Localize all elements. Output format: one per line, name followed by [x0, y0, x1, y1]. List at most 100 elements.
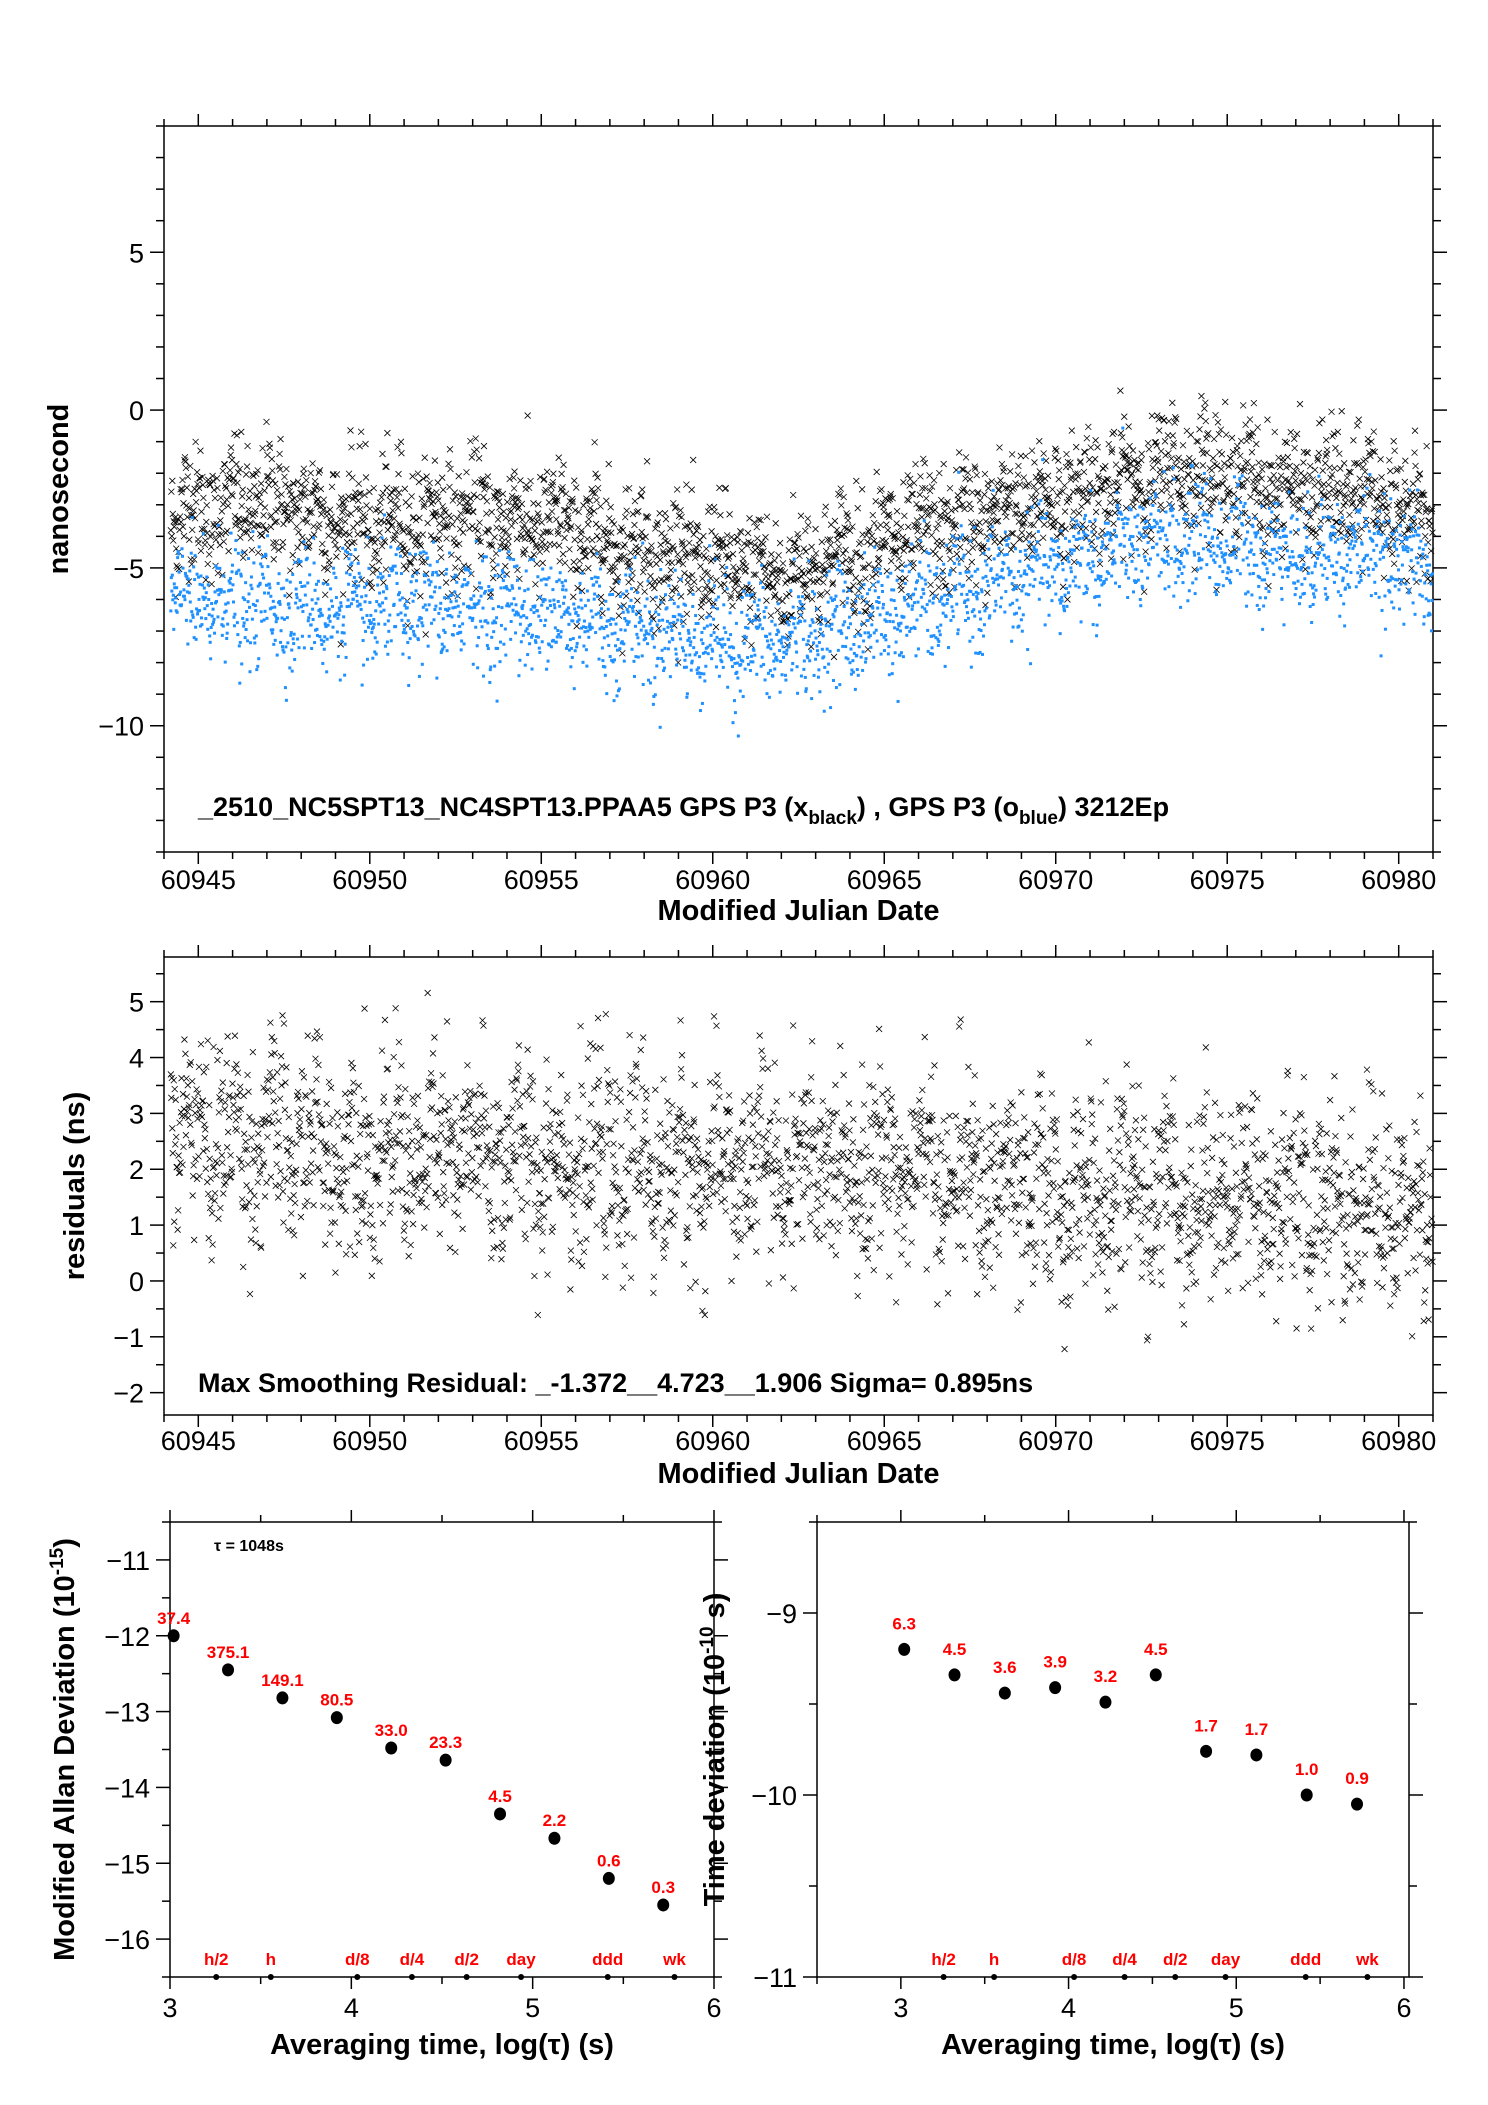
point	[1050, 575, 1054, 579]
point	[1072, 548, 1076, 552]
point	[935, 520, 942, 528]
point	[1169, 432, 1177, 439]
point	[879, 572, 883, 576]
point	[867, 588, 871, 592]
point	[532, 541, 540, 548]
point	[665, 548, 673, 555]
point	[1214, 582, 1218, 586]
point	[558, 571, 562, 575]
point	[294, 601, 298, 605]
point	[946, 484, 954, 492]
point	[477, 538, 484, 546]
point	[1148, 557, 1152, 561]
point	[1248, 572, 1252, 576]
point	[1164, 559, 1168, 563]
point	[843, 525, 851, 532]
point	[1040, 516, 1044, 520]
point	[462, 602, 466, 606]
point	[548, 489, 555, 497]
point	[329, 587, 333, 591]
point	[871, 583, 875, 587]
point	[233, 431, 241, 439]
point	[941, 611, 945, 615]
point	[1239, 500, 1243, 504]
point	[289, 633, 293, 637]
point	[1023, 548, 1027, 552]
point	[304, 545, 308, 549]
point	[667, 584, 671, 588]
point	[763, 513, 771, 521]
point	[960, 592, 964, 596]
point	[861, 607, 868, 615]
point	[1036, 468, 1044, 475]
point	[1070, 508, 1078, 515]
point	[190, 610, 194, 614]
point	[863, 631, 867, 635]
point	[195, 539, 202, 547]
point	[451, 539, 458, 546]
point	[486, 647, 490, 651]
point	[928, 569, 932, 573]
point	[366, 488, 373, 496]
point	[1139, 604, 1143, 608]
point	[691, 592, 695, 596]
point	[671, 504, 679, 512]
point	[370, 555, 378, 562]
point	[563, 595, 567, 599]
point	[446, 483, 453, 491]
point	[881, 543, 889, 551]
point	[368, 600, 372, 604]
point	[392, 500, 399, 508]
point	[870, 623, 874, 627]
point	[565, 504, 573, 511]
point	[381, 590, 385, 594]
point	[903, 582, 907, 586]
point	[819, 622, 823, 626]
point	[742, 641, 746, 645]
point	[413, 567, 421, 575]
point	[438, 569, 446, 577]
point	[744, 529, 752, 537]
point	[1042, 486, 1049, 494]
point	[583, 495, 590, 502]
point	[227, 451, 234, 459]
point	[873, 468, 880, 476]
point	[875, 639, 879, 643]
point	[339, 591, 347, 598]
point	[1325, 489, 1333, 496]
point	[924, 524, 932, 531]
point	[893, 520, 900, 527]
point	[788, 634, 792, 638]
point	[1315, 478, 1322, 486]
point	[300, 465, 308, 473]
point	[837, 563, 841, 567]
point	[257, 500, 264, 508]
point	[1245, 556, 1249, 560]
point	[339, 604, 343, 608]
point	[569, 646, 573, 650]
point	[381, 538, 389, 546]
point	[220, 538, 228, 545]
point	[987, 547, 991, 551]
point	[472, 435, 479, 442]
point	[947, 538, 955, 545]
point	[894, 564, 901, 572]
point	[870, 519, 878, 527]
point	[658, 725, 662, 729]
point	[955, 557, 959, 561]
point	[1098, 578, 1102, 582]
point	[434, 493, 441, 501]
point	[485, 633, 489, 637]
point	[347, 427, 354, 434]
point	[823, 552, 830, 560]
point	[708, 587, 716, 595]
point	[466, 502, 474, 509]
point	[760, 655, 764, 659]
point	[1099, 527, 1106, 535]
point	[223, 496, 230, 503]
point	[892, 547, 899, 555]
point	[626, 563, 634, 570]
point	[180, 500, 187, 507]
point	[237, 428, 245, 436]
point	[502, 642, 506, 646]
